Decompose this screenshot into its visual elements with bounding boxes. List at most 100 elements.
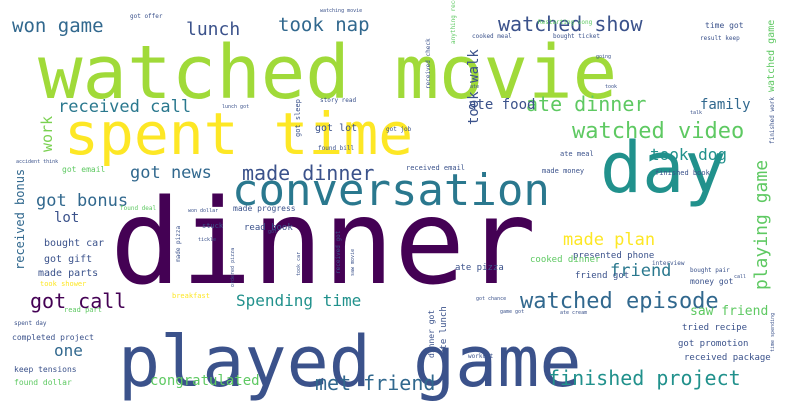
word-tickle: tickle xyxy=(198,237,216,243)
word-cooked-dinner: cooked dinner xyxy=(530,255,601,265)
word-restarting-song: Restarting song xyxy=(538,19,593,26)
word-completed-project: completed project xyxy=(12,333,94,342)
word-bought-pair: bought pair xyxy=(690,267,730,274)
word-spent-time: spent time xyxy=(64,100,413,168)
word-spending-time: Spending time xyxy=(236,291,361,310)
word-received-bonus: received bonus xyxy=(13,169,27,270)
word-playing-game: playing game xyxy=(751,160,772,290)
word-spent-day: spent day xyxy=(14,320,47,327)
word-found-deal: found deal xyxy=(120,205,157,212)
word-presented-phone: presented phone xyxy=(573,251,654,261)
word-time-got: time got xyxy=(705,21,744,30)
word-received-package: received package xyxy=(684,353,771,363)
word-keep-tensions: keep tensions xyxy=(14,365,77,374)
word-saw-friend: saw friend xyxy=(690,304,768,319)
word-met-friend: met friend xyxy=(315,371,435,395)
word-workout: workout xyxy=(468,353,494,360)
word-made-money: made money xyxy=(542,167,584,175)
word-made-parts: made parts xyxy=(38,268,98,279)
word-watched-show: watched show xyxy=(498,12,643,36)
word-got-sleep: got sleep xyxy=(294,99,302,137)
word-stuck: stuck xyxy=(202,222,224,230)
word-made-dinner: made dinner xyxy=(242,161,374,185)
word-congratulated: congratulated xyxy=(150,373,260,389)
word-took-shower: took shower xyxy=(40,280,86,288)
word-got-offer: got offer xyxy=(130,13,163,20)
word-received-email: received email xyxy=(406,164,465,172)
word-took: took xyxy=(605,84,617,90)
word-breakfast: breakfast xyxy=(172,292,210,300)
word-time-spending: time spending xyxy=(770,313,776,352)
word-took-dog: took dog xyxy=(650,145,727,164)
word-got: got xyxy=(268,229,277,235)
word-got-email: got email xyxy=(62,165,106,174)
word-got-gift: got gift xyxy=(44,254,92,265)
word-took-walk: took walk xyxy=(466,49,482,125)
word-friend: friend xyxy=(610,261,671,281)
word-dinner: dinner xyxy=(110,173,536,311)
word-saw-movie: saw movie xyxy=(350,249,356,276)
word-call: call xyxy=(734,274,746,280)
word-found-dollar: found dollar xyxy=(14,378,72,387)
word-game-got: game got xyxy=(500,309,524,315)
word-ate-cream: ate cream xyxy=(560,310,587,316)
word-got-call: got call xyxy=(30,289,126,313)
word-money-got: money got xyxy=(690,277,734,286)
word-watched-episode: watched episode xyxy=(520,289,719,314)
word-ate-pizza: ate pizza xyxy=(455,263,504,273)
word-interview: interview xyxy=(652,260,685,267)
word-won-dollar: won dollar xyxy=(188,208,218,214)
word-ate-lunch: ate lunch xyxy=(439,306,449,355)
word-one: one xyxy=(54,341,83,360)
word-played-game: played game xyxy=(118,321,582,403)
word-anything-received: anything received xyxy=(450,0,457,44)
word-lunch-got: lunch got xyxy=(222,104,249,110)
word-got-job: got job xyxy=(386,126,412,133)
word-family: family xyxy=(700,97,751,113)
word-ate-meal: ate meal xyxy=(560,150,594,158)
word-made-plan: made plan xyxy=(563,230,655,250)
word-received-check: received check xyxy=(425,38,432,89)
word-cooked-meal: cooked meal xyxy=(472,33,512,40)
word-found-bill: found bill xyxy=(318,145,355,152)
word-watched-game: watched game xyxy=(766,20,777,92)
word-conversation: conversation xyxy=(232,165,550,216)
word-read-book: read book xyxy=(244,223,293,233)
word-going: going xyxy=(596,54,611,60)
word-made-pizza: made pizza xyxy=(175,225,182,262)
word-got-chance: got chance xyxy=(476,296,506,302)
word-bought-ticket: bought ticket xyxy=(553,33,600,40)
word-story-read: story read xyxy=(320,97,357,104)
word-work: work xyxy=(38,116,56,152)
word-got-lot: got lot xyxy=(315,123,357,134)
word-watched-movie: watched movie xyxy=(38,30,617,116)
word-watching-movie: watching movie xyxy=(320,8,362,14)
word-dinner-got: dinner got xyxy=(427,310,436,358)
word-watched-video: watched video xyxy=(572,119,744,144)
word-accident-think: accident think xyxy=(16,159,58,165)
word-received-got: received got xyxy=(335,230,342,274)
word-got-bonus: got bonus xyxy=(36,191,128,211)
word-ordered-pizza: ordered pizza xyxy=(230,248,236,287)
word-ate-dinner: ate dinner xyxy=(526,92,646,116)
word-won-game: won game xyxy=(12,15,104,37)
word-finished-book: finished book xyxy=(655,169,711,177)
word-bought-car: bought car xyxy=(44,238,104,249)
word-took-car: took car xyxy=(296,252,302,276)
word-result-keep: result keep xyxy=(700,35,740,42)
word-received-call: received call xyxy=(58,97,191,117)
word-finished-project: finished project xyxy=(548,366,741,390)
word-took-nap: took nap xyxy=(278,14,370,36)
word-ate: ate xyxy=(470,84,479,90)
word-friend-got: friend got xyxy=(575,271,629,281)
word-got-news: got news xyxy=(130,163,212,183)
word-ate-food: ate food xyxy=(468,97,535,113)
word-finished-work: finished work xyxy=(769,97,776,144)
word-lot: lot xyxy=(54,210,79,226)
word-day: day xyxy=(600,127,726,209)
word-lunch: lunch xyxy=(186,19,240,40)
word-got-promotion: got promotion xyxy=(678,339,748,349)
word-made-progress: made progress xyxy=(233,204,296,213)
